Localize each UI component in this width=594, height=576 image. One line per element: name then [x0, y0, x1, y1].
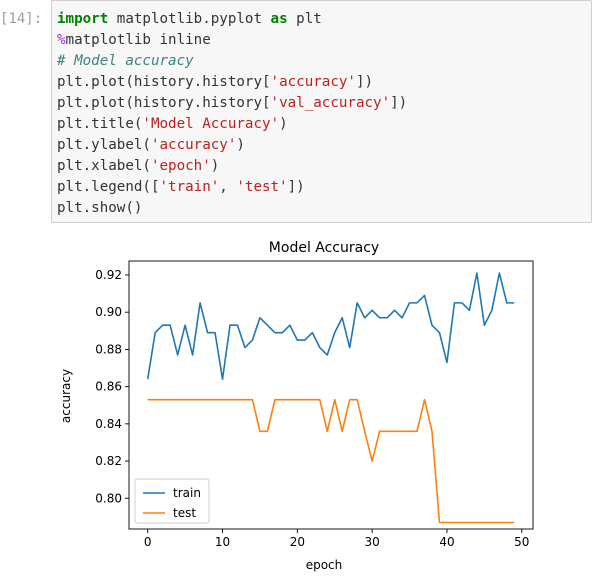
series-line-test: [147, 398, 515, 524]
series-line-train: [146, 272, 515, 380]
code-token: ]): [355, 74, 374, 90]
code-token: ]): [287, 179, 305, 195]
chart-title: Model Accuracy: [269, 240, 379, 256]
code-token: 'Model Accuracy': [142, 116, 280, 132]
x-tick-label: 10: [215, 535, 230, 549]
x-tick-label: 40: [439, 535, 454, 549]
y-tick-label: 0.92: [95, 268, 122, 282]
chart-lines: [146, 272, 515, 524]
code-token: plt.plot(history.history[: [57, 74, 271, 90]
code-token: ]): [390, 95, 408, 111]
code-token: plt.xlabel(: [57, 158, 151, 174]
x-tick-label: 20: [290, 535, 305, 549]
code-line: plt.plot(history.history['val_accuracy']…: [57, 93, 407, 114]
code-token: plt.legend([: [57, 179, 160, 195]
code-line: %matplotlib inline: [57, 30, 407, 51]
legend-label-train: train: [173, 486, 201, 500]
x-tick-label: 50: [514, 535, 529, 549]
code-token: 'accuracy': [150, 137, 237, 153]
code-token: matplotlib inline: [65, 32, 211, 48]
code-token: 'accuracy': [270, 74, 356, 90]
code-token: import: [57, 11, 109, 27]
code-token: matplotlib.pyplot: [108, 11, 271, 27]
code-line: plt.ylabel('accuracy'): [57, 135, 407, 156]
code-token: 'test': [236, 179, 288, 195]
legend-box: [134, 478, 210, 524]
x-tick-label: 30: [365, 535, 380, 549]
code-token: 'train': [159, 179, 220, 195]
code-token: plt.show(): [57, 200, 143, 216]
code-token: %: [57, 32, 66, 48]
code-line: plt.plot(history.history['accuracy']): [57, 72, 407, 93]
y-tick-label: 0.82: [95, 454, 122, 468]
code-line: # Model accuracy: [57, 51, 407, 72]
cell-output: 0 10 20 30 40 50 0.80 0.82 0.84 0.86 0.88 0.90 0.92 …: [52, 228, 592, 572]
code-line: plt.xlabel('epoch'): [57, 156, 407, 177]
code-editor[interactable]: import matplotlib.pyplot as plt %matplotl…: [57, 9, 407, 219]
y-tick-label: 0.80: [95, 491, 122, 505]
code-token: plt: [287, 11, 322, 27]
y-axis-label: accuracy: [59, 369, 73, 423]
cell-prompt: [14]:: [0, 11, 43, 27]
code-token: plt.ylabel(: [57, 137, 151, 153]
legend-label-test: test: [173, 506, 196, 520]
x-axis-label: epoch: [306, 558, 343, 572]
code-token: as: [270, 11, 288, 27]
code-token: ): [279, 116, 288, 132]
code-line: plt.legend(['train', 'test']): [57, 177, 407, 198]
y-tick-label: 0.84: [95, 417, 122, 431]
code-token: ): [236, 137, 245, 153]
x-tick-label: 0: [144, 535, 152, 549]
code-line: plt.show(): [57, 198, 407, 219]
code-token: ,: [219, 179, 237, 195]
code-token: 'epoch': [150, 158, 211, 174]
code-token: plt.plot(history.history[: [57, 95, 271, 111]
y-tick-label: 0.90: [95, 305, 122, 319]
code-cell-input[interactable]: import matplotlib.pyplot as plt %matplotl…: [51, 0, 592, 223]
code-token: # Model accuracy: [57, 53, 194, 69]
code-token: plt.title(: [57, 116, 143, 132]
chart-legend: train test: [134, 478, 210, 524]
code-token: ): [210, 158, 220, 174]
y-tick-label: 0.86: [95, 380, 122, 394]
y-tick-label: 0.88: [95, 342, 122, 356]
code-token: 'val_accuracy': [270, 95, 391, 111]
accuracy-chart: 0 10 20 30 40 500.800.820.840.860.880.900.92 …: [59, 240, 534, 572]
code-line: import matplotlib.pyplot as plt: [57, 9, 407, 30]
code-line: plt.title('Model Accuracy'): [57, 114, 407, 135]
